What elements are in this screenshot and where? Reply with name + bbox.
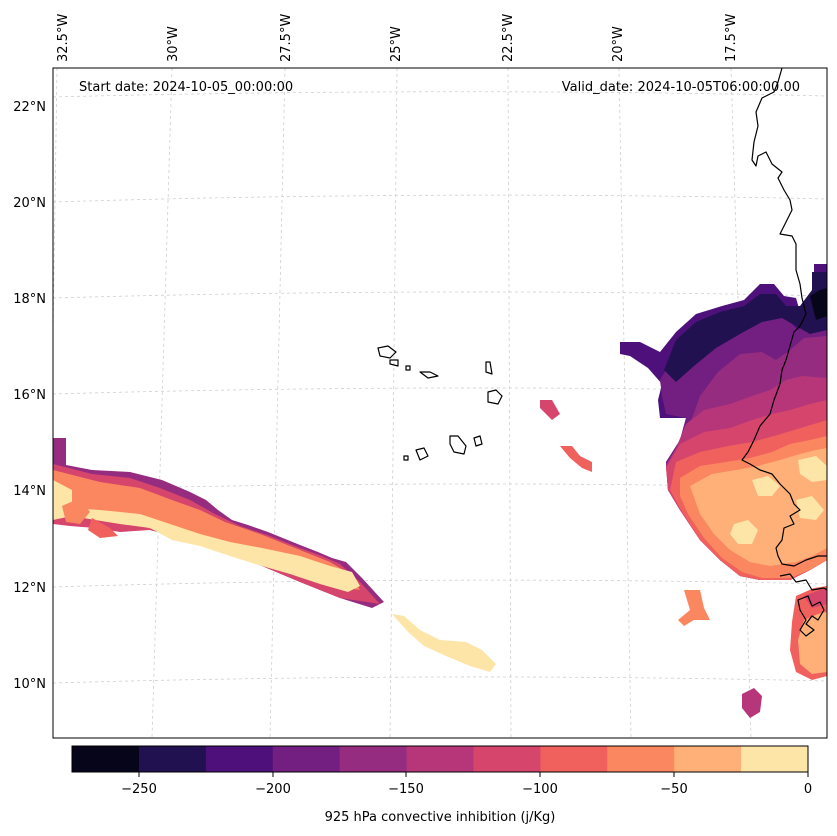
lon-label-22-5w: 22.5°W (501, 14, 516, 62)
lat-label-10n: 10°N (13, 677, 46, 692)
map-area (53, 68, 827, 738)
colorbar-tick-100: −100 (522, 782, 558, 797)
gridline-lon-27-5w (269, 68, 286, 738)
map-frame (52, 67, 828, 739)
cin-contour-east-core-2 (752, 476, 780, 496)
island-fogo (415, 447, 429, 461)
island-santo-antao (377, 345, 397, 359)
colorbar-swatch-2 (205, 746, 274, 772)
lat-label-20n: 20°N (13, 196, 46, 211)
colorbar-frame (71, 745, 809, 773)
colorbar-tick-150: −150 (388, 782, 424, 797)
colorbar-swatch-6 (473, 746, 541, 772)
cin-field-western-plume (53, 438, 496, 672)
gridline-lon-30w (151, 68, 173, 738)
gridline-lon-20w (618, 68, 632, 738)
lat-label-16n: 16°N (13, 388, 46, 403)
cin-contour-east-darkest-2 (810, 288, 827, 320)
lon-label-25w: 25°W (389, 26, 404, 62)
gridline-lon-22-5w (507, 68, 512, 738)
lon-label-17-5w: 17.5°W (724, 14, 739, 62)
cin-contour-west-core (53, 480, 360, 592)
coastline-bijagos (797, 595, 825, 637)
colorbar-swatch-1 (138, 746, 207, 772)
colorbar-tick-250: −250 (121, 782, 157, 797)
colorbar-tick-200: −200 (255, 782, 291, 797)
lat-label-14n: 14°N (13, 484, 46, 499)
island-santa-luzia (405, 365, 411, 371)
gridlines (53, 68, 827, 738)
colorbar: −250 −200 −150 −100 −50 0 925 hPa convec… (71, 745, 812, 825)
cin-field-eastern (620, 264, 827, 680)
cin-patch-small-3 (678, 590, 710, 626)
colorbar-swatch-3 (272, 746, 341, 772)
gridline-lat-12n (53, 579, 827, 588)
gridline-lat-22n (53, 91, 827, 98)
cin-contour-east-core-4 (796, 496, 824, 520)
cin-patch-west-orange (62, 498, 90, 524)
island-sao-nicolau (419, 371, 439, 379)
cin-patch-east-lower-top (804, 588, 827, 608)
colorbar-swatch-9 (674, 746, 742, 772)
coastline-africa (741, 68, 827, 567)
gridline-lon-32-5w (53, 68, 58, 363)
gridline-lat-20n (53, 194, 827, 203)
colorbar-swatch-0 (72, 746, 140, 772)
island-boa-vista (487, 389, 503, 405)
lon-label-32-5w: 32.5°W (56, 14, 71, 62)
lat-label-12n: 12°N (13, 581, 46, 596)
cin-patch-small-4 (742, 688, 762, 718)
cin-contour-east-g (690, 448, 827, 566)
cin-patch-east-lower-core (798, 612, 827, 674)
cin-contour-east-core-1 (730, 520, 758, 544)
cin-field-small-patches (540, 400, 762, 718)
cin-contour-east-core-3 (798, 456, 827, 482)
colorbar-swatch-5 (406, 746, 474, 772)
gridline-lon-17-5w (730, 68, 752, 738)
latitude-labels: 22°N 20°N 18°N 16°N 14°N 12°N 10°N (13, 100, 46, 692)
gridline-lat-10n (53, 676, 827, 684)
colorbar-swatch-8 (607, 746, 675, 772)
start-date-label: Start date: 2024-10-05_00:00:00 (79, 80, 293, 95)
island-sal (485, 361, 493, 375)
island-maio (473, 435, 483, 447)
cin-patch-west-tail (392, 614, 496, 672)
colorbar-tick-0: 0 (804, 782, 812, 797)
cin-patch-west-red (88, 518, 118, 538)
colorbar-swatch-7 (540, 746, 608, 772)
gridline-lat-16n (53, 387, 827, 395)
colorbar-label: 925 hPa convective inhibition (j/Kg) (325, 810, 556, 825)
cin-patch-small-2 (560, 446, 592, 472)
valid-date-label: Valid_date: 2024-10-05T06:00:00.00 (562, 80, 800, 95)
coastline-guinea (779, 573, 827, 591)
gridline-lat-18n (53, 291, 827, 299)
cin-contour-east-darkest (664, 272, 827, 382)
colorbar-swatches (72, 746, 809, 772)
longitude-labels: 32.5°W 30°W 27.5°W 25°W 22.5°W 20°W 17.5… (56, 14, 739, 62)
island-sao-vicente (389, 359, 399, 367)
gridline-lon-25w (389, 68, 398, 738)
lat-label-18n: 18°N (13, 292, 46, 307)
island-brava (403, 455, 409, 461)
lon-label-27-5w: 27.5°W (279, 14, 294, 62)
colorbar-tick-marks (138, 772, 809, 777)
island-santiago (449, 435, 467, 455)
cin-patch-small-1 (540, 400, 560, 420)
coastlines (377, 68, 827, 637)
colorbar-swatch-10 (741, 746, 809, 772)
colorbar-swatch-4 (339, 746, 408, 772)
colorbar-tick-50: −50 (660, 782, 687, 797)
lat-label-22n: 22°N (13, 100, 46, 115)
lon-label-20w: 20°W (611, 26, 626, 62)
lon-label-30w: 30°W (166, 26, 181, 62)
